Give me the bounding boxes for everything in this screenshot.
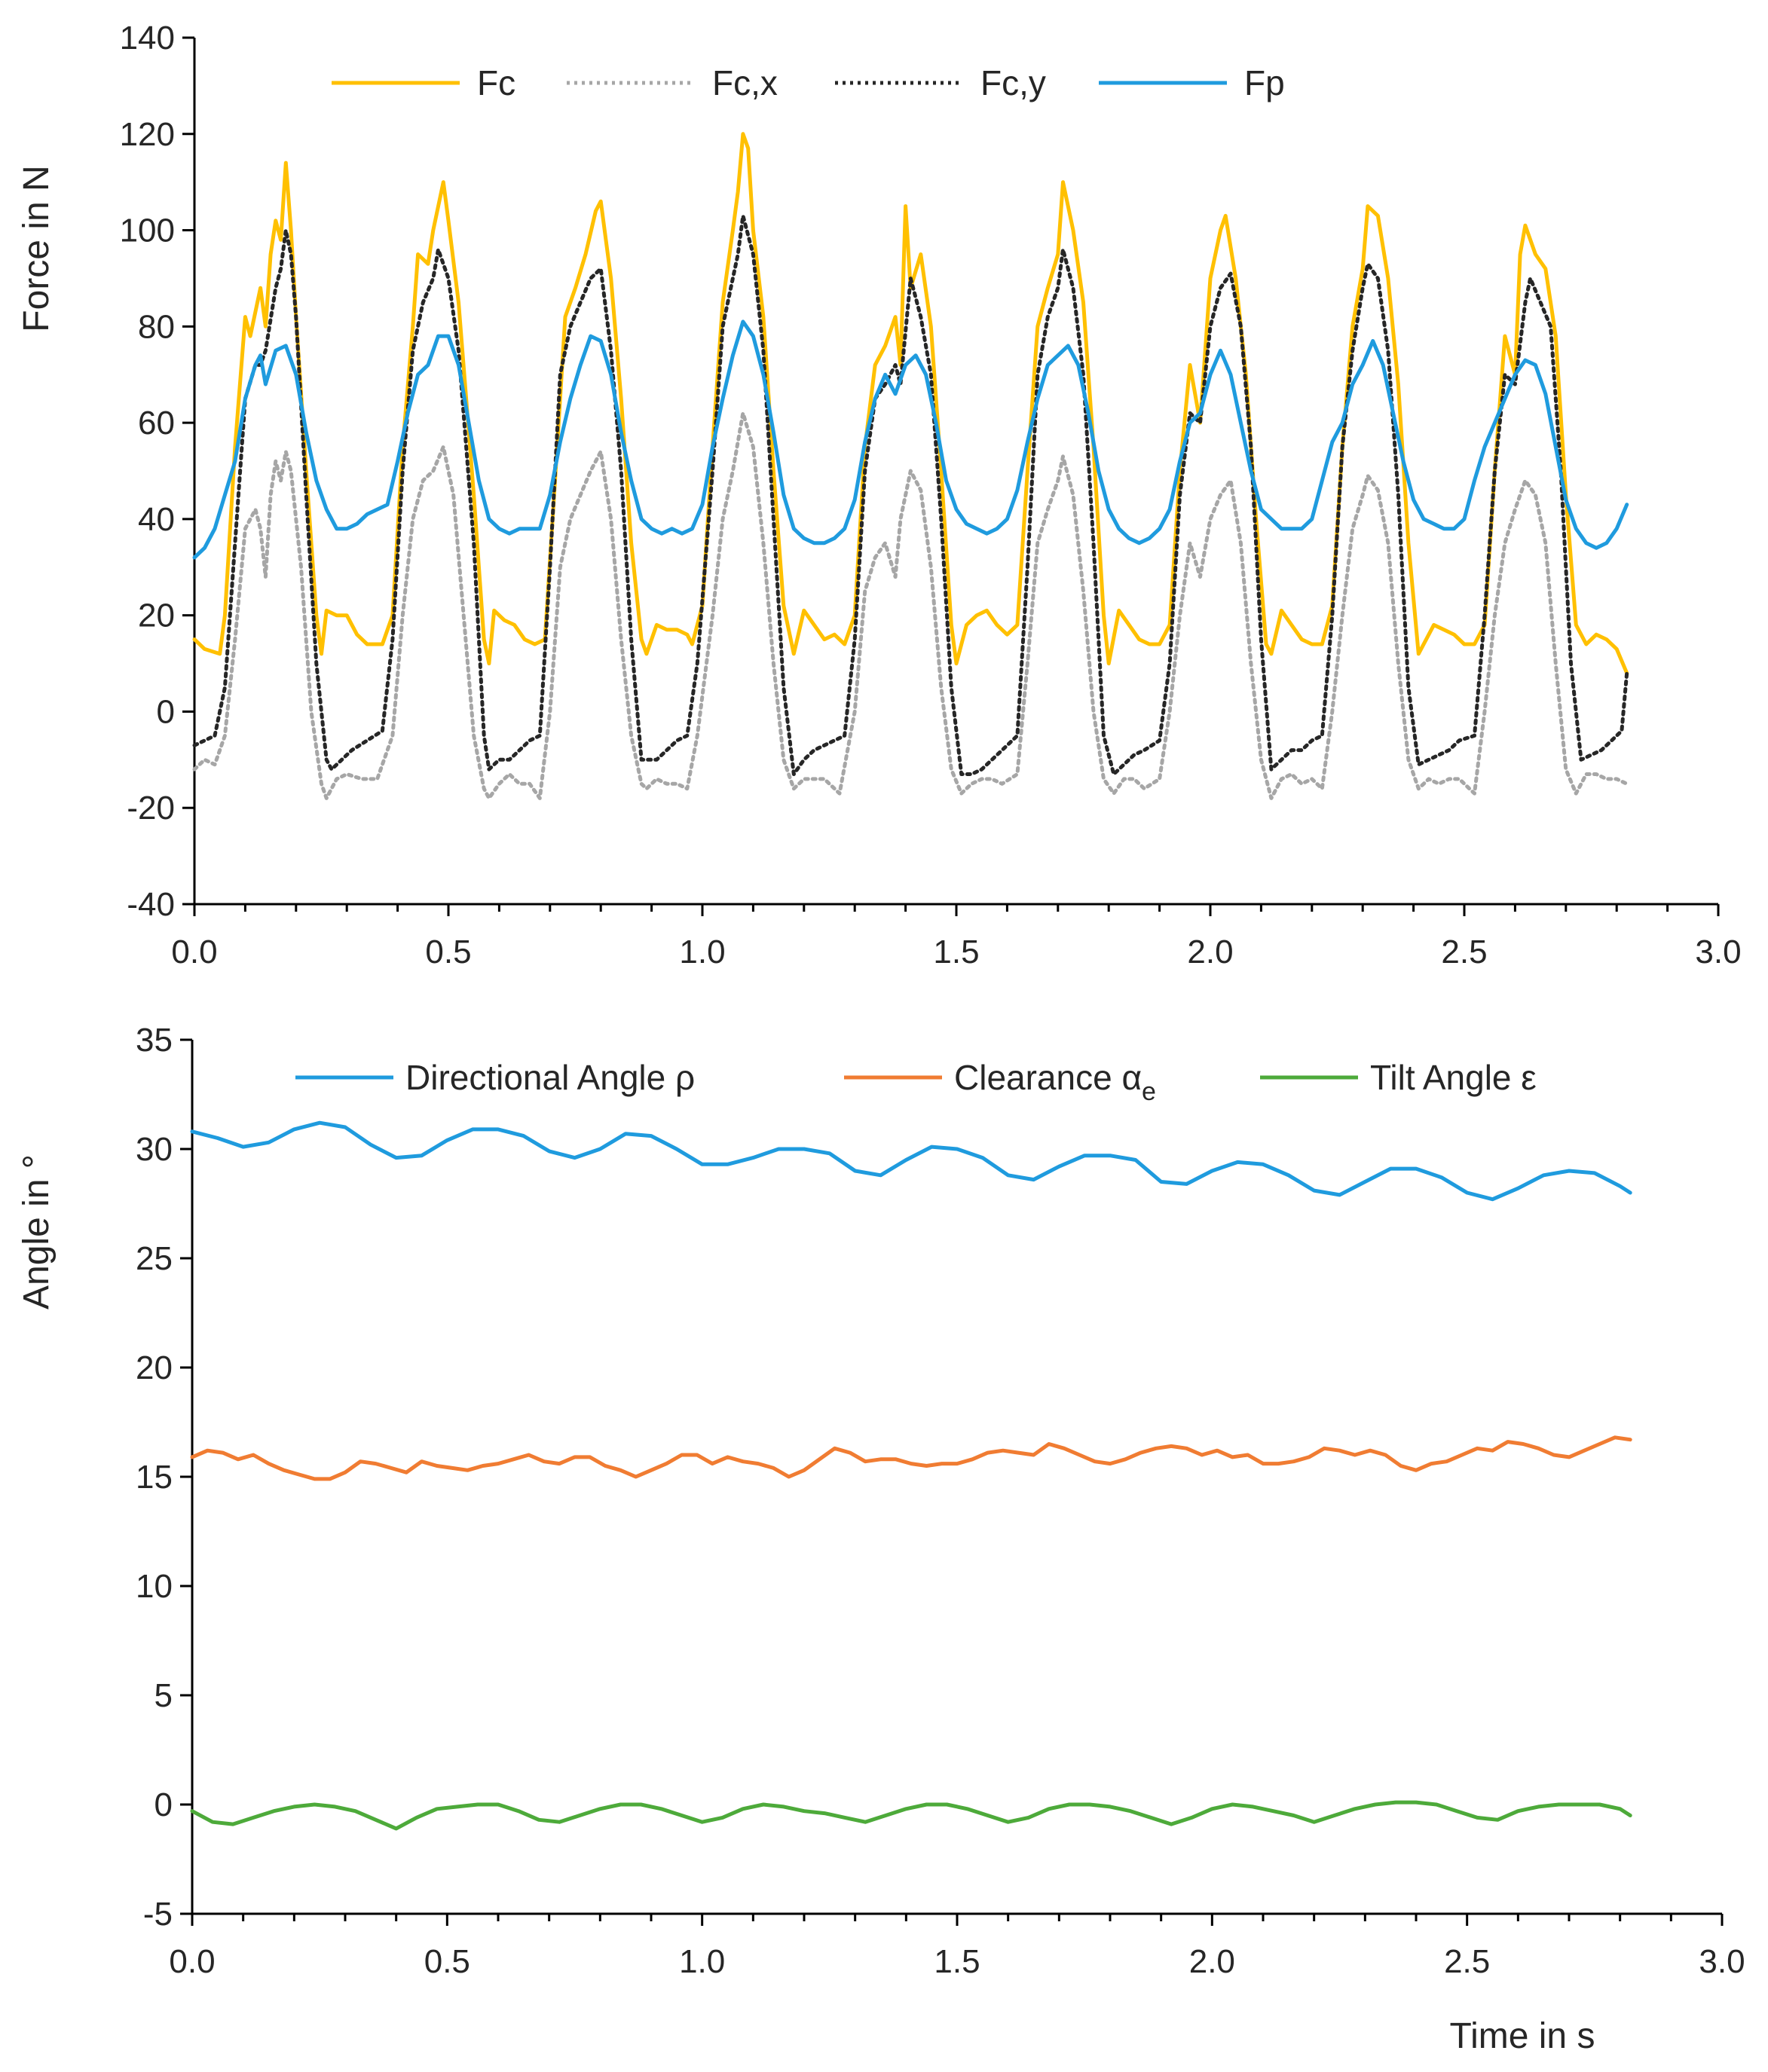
force-x-tick-label: 0.0 <box>171 934 217 970</box>
angle-x-ticks: 0.0 0.5 1.0 1.5 2.0 2.5 3.0 <box>169 1914 1745 1980</box>
force-y-tick-label: 40 <box>138 501 175 538</box>
legend-item-directional-angle: Directional Angle ρ <box>295 1058 695 1097</box>
angle-y-tick-label: 30 <box>136 1131 173 1168</box>
series-line-fc-x <box>192 411 1629 800</box>
legend-item-fc-x: Fc,x <box>567 63 778 102</box>
force-y-tick-label: 60 <box>138 405 175 442</box>
force-y-tick-label: -40 <box>127 886 175 923</box>
force-y-axis: -40 -20 0 20 40 60 80 100 120 140 <box>120 20 196 923</box>
force-y-tick-label: 20 <box>138 597 175 634</box>
force-x-tick-label: 1.0 <box>679 934 725 970</box>
force-y-tick-label: 120 <box>120 116 175 153</box>
angle-y-axis-title: Angle in ° <box>17 1154 57 1310</box>
force-y-tick-label: 100 <box>120 212 175 249</box>
angle-y-ticks: -5 0 5 10 15 20 25 30 35 <box>136 1022 192 1933</box>
angle-x-tick-label: 1.5 <box>934 1943 980 1980</box>
angle-series <box>190 1120 1632 1831</box>
legend-label-main: Directional Angle ρ <box>405 1058 695 1097</box>
legend-label: Clearance αe <box>954 1058 1156 1106</box>
force-y-tick-label: 0 <box>157 693 175 730</box>
angle-x-tick-label: 0.5 <box>424 1943 470 1980</box>
angle-x-tick-label: 1.0 <box>679 1943 725 1980</box>
force-x-tick-label: 2.5 <box>1441 934 1487 970</box>
legend-item-tilt-angle: Tilt Angle ε <box>1260 1058 1537 1097</box>
legend-item-fc-y: Fc,y <box>835 63 1046 102</box>
force-y-ticks: -40 -20 0 20 40 60 80 100 120 140 <box>120 20 194 923</box>
angle-legend: Directional Angle ρ Clearance αe Tilt Angl… <box>295 1058 1537 1106</box>
angle-y-tick-label: 15 <box>136 1459 173 1496</box>
legend-label-main: Clearance α <box>954 1058 1142 1097</box>
legend-label-subscript: e <box>1142 1077 1156 1106</box>
angle-x-axis: 0.0 0.5 1.0 1.5 2.0 2.5 3.0 <box>169 1912 1745 1980</box>
legend-label: Fc <box>477 63 515 102</box>
angle-y-tick-label: 35 <box>136 1022 173 1059</box>
force-y-axis-title: Force in N <box>17 165 57 332</box>
angle-y-tick-label: -5 <box>143 1896 173 1933</box>
angle-chart: -5 0 5 10 15 20 25 30 35 0.0 0.5 1.0 1.5 2.0 2.5 3.0 A… <box>17 1022 1745 2056</box>
angle-y-axis: -5 0 5 10 15 20 25 30 35 <box>136 1022 194 1933</box>
series-line-directional-angle <box>190 1120 1632 1202</box>
angle-y-tick-label: 10 <box>136 1568 173 1605</box>
angle-y-tick-label: 20 <box>136 1349 173 1386</box>
angle-x-tick-label: 2.5 <box>1444 1943 1490 1980</box>
series-line-tilt-angle <box>190 1800 1632 1831</box>
legend-label: Fc,y <box>980 63 1046 102</box>
force-legend: Fc Fc,x Fc,y Fp <box>332 63 1285 102</box>
angle-y-tick-label: 0 <box>154 1786 173 1823</box>
force-y-tick-label: 80 <box>138 308 175 345</box>
angle-x-tick-label: 3.0 <box>1699 1943 1745 1980</box>
force-x-tick-label: 2.0 <box>1187 934 1233 970</box>
series-line-fp <box>192 319 1629 560</box>
angle-x-tick-label: 0.0 <box>169 1943 215 1980</box>
legend-label: Fp <box>1244 63 1285 102</box>
force-chart: -40 -20 0 20 40 60 80 100 120 140 0.0 0.5 1.0 1.5 2.0… <box>17 20 1742 970</box>
legend-item-fp: Fp <box>1099 63 1285 102</box>
force-series <box>192 132 1629 800</box>
force-x-tick-label: 3.0 <box>1695 934 1741 970</box>
series-line-fc <box>192 132 1629 675</box>
angle-x-tick-label: 2.0 <box>1189 1943 1235 1980</box>
legend-label-main: Tilt Angle ε <box>1370 1058 1537 1097</box>
legend-item-clearance-e: Clearance αe <box>844 1058 1156 1106</box>
legend-label: Directional Angle ρ <box>405 1058 695 1097</box>
force-x-axis: 0.0 0.5 1.0 1.5 2.0 2.5 3.0 <box>171 903 1742 970</box>
series-line-fc-y <box>192 213 1629 776</box>
force-y-tick-label: -20 <box>127 790 175 827</box>
legend-label: Fc,x <box>712 63 778 102</box>
force-y-tick-label: 140 <box>120 20 175 57</box>
force-x-tick-label: 1.5 <box>933 934 979 970</box>
force-x-ticks: 0.0 0.5 1.0 1.5 2.0 2.5 3.0 <box>171 904 1742 970</box>
angle-y-tick-label: 5 <box>154 1677 173 1714</box>
legend-item-fc: Fc <box>332 63 515 102</box>
angle-y-tick-label: 25 <box>136 1240 173 1277</box>
force-x-tick-label: 0.5 <box>425 934 471 970</box>
angle-x-axis-title: Time in s <box>1450 2016 1595 2056</box>
legend-label: Tilt Angle ε <box>1370 1058 1537 1097</box>
series-line-clearance-e <box>190 1435 1632 1481</box>
